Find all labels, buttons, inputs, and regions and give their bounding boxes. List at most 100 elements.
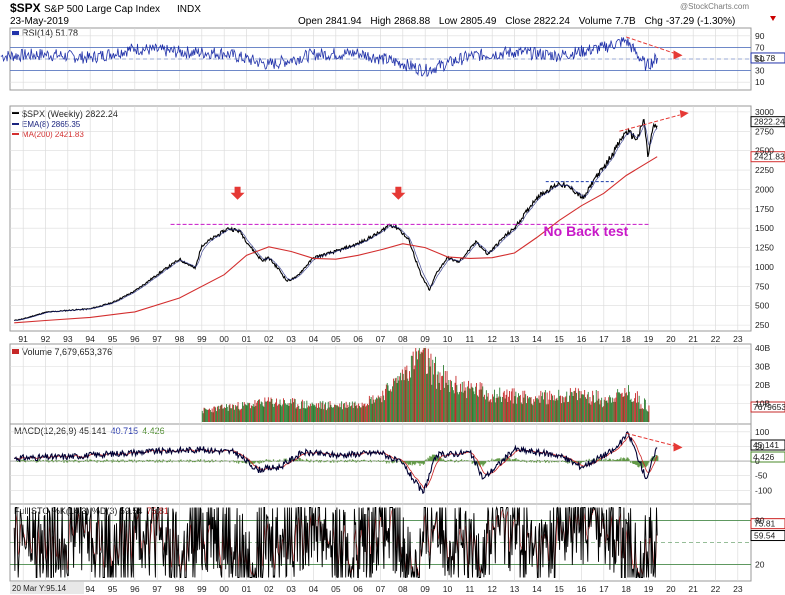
volume-bar <box>343 403 344 422</box>
volume-bar <box>559 396 561 422</box>
volume-bar <box>351 401 353 422</box>
volume-bar <box>370 397 372 422</box>
x-tick-label: 06 <box>353 334 363 344</box>
axis-ticks: 91 92 93 9494959596969797989899990000010102… <box>18 31 774 594</box>
macd-histogram-bar <box>352 460 354 462</box>
macd-histogram-bar <box>535 461 538 463</box>
macd-histogram-bar <box>496 458 498 462</box>
macd-histogram-bar <box>39 459 41 462</box>
macd-histogram-bar <box>25 461 27 463</box>
volume-bar <box>337 406 339 422</box>
macd-histogram-bar <box>252 461 254 465</box>
macd-histogram-bar <box>415 461 417 464</box>
macd-histogram-bar <box>178 461 180 463</box>
volume-bar <box>373 399 375 422</box>
x-tick-label-bottom: 15 <box>554 584 564 594</box>
volume-bar <box>490 399 492 422</box>
arrow-right-icon <box>679 109 689 118</box>
macd-histogram-bar <box>158 460 160 462</box>
volume-bar <box>526 403 527 422</box>
macd-histogram-bar <box>271 461 273 462</box>
macd-histogram-bar <box>392 461 394 464</box>
macd-histogram-bar <box>622 458 624 462</box>
macd-histogram-bar <box>621 460 623 462</box>
volume-bar <box>454 382 456 422</box>
volume-bar <box>472 387 474 422</box>
macd-histogram-bar <box>569 461 571 464</box>
ma200-line <box>14 156 658 324</box>
volume-bar <box>201 410 203 422</box>
macd-histogram-bar <box>277 460 279 462</box>
macd-histogram-bar <box>19 461 21 463</box>
x-tick-label: 19 <box>644 334 654 344</box>
macd-histogram-bar <box>616 459 618 462</box>
sto-series: 75.81 59.54 <box>10 506 785 579</box>
macd-histogram-bar <box>614 459 616 461</box>
volume-bar <box>584 390 586 422</box>
volume-bar <box>493 396 494 422</box>
macd-histogram-bar <box>286 459 288 461</box>
volume-bar <box>226 406 228 422</box>
volume-bar <box>384 400 385 422</box>
volume-bar <box>317 407 318 422</box>
volume-bar <box>344 407 346 422</box>
macd-histogram-bar <box>190 460 192 462</box>
macd-histogram-bar <box>512 459 514 462</box>
macd-histogram-bar <box>477 461 479 464</box>
volume-bar <box>248 403 250 422</box>
macd-histogram-bar <box>488 461 490 463</box>
volume-bar <box>372 395 374 422</box>
volume-bar <box>498 396 500 422</box>
volume-bar <box>511 388 513 422</box>
macd-histogram-bar <box>411 461 413 466</box>
volume-bar <box>552 400 554 422</box>
macd-histogram-bar <box>291 458 293 462</box>
signal-value-box <box>750 451 785 463</box>
volume-bars: 7679653 <box>201 348 785 423</box>
volume-bar <box>527 395 528 422</box>
volume-bar <box>628 385 629 422</box>
volume-bar <box>604 397 606 422</box>
macd-histogram-bar <box>62 460 64 461</box>
volume-value-box <box>750 401 785 413</box>
volume-bar <box>440 390 442 422</box>
volume-bar <box>397 376 399 422</box>
macd-histogram-bar <box>225 460 227 462</box>
volume-bar <box>338 407 340 422</box>
volume-bar <box>252 404 254 422</box>
volume-bar <box>634 398 636 422</box>
volume-bar <box>595 390 597 422</box>
volume-bar <box>572 396 574 422</box>
chevron-down-icon[interactable] <box>770 16 776 21</box>
macd-histogram-bar <box>620 457 622 461</box>
volume-bar <box>292 398 293 422</box>
volume-bar <box>259 399 260 422</box>
macd-histogram-bar <box>22 459 24 462</box>
volume-bar <box>368 395 370 422</box>
volume-bar <box>313 405 315 422</box>
volume-bar <box>235 406 237 422</box>
macd-histogram-bar <box>37 461 39 463</box>
volume-bar <box>301 401 302 422</box>
x-tick-label-bottom: 11 <box>465 584 474 594</box>
macd-histogram-bar <box>330 461 332 463</box>
macd-histogram-bar <box>409 461 411 464</box>
macd-histogram-bar <box>539 461 541 463</box>
macd-histogram-bar <box>313 461 315 462</box>
macd-histogram-bar <box>613 460 615 461</box>
volume-bar <box>544 390 546 422</box>
macd-series: 45.141 4.426 <box>10 431 785 495</box>
macd-histogram-bar <box>597 458 599 462</box>
macd-histogram-bar <box>325 461 327 463</box>
volume-bar <box>242 402 243 422</box>
macd-histogram-bar <box>57 460 59 462</box>
macd-histogram-bar <box>152 460 154 461</box>
volume-bar <box>452 387 453 422</box>
volume-bar <box>402 373 404 422</box>
macd-histogram-bar <box>336 461 338 463</box>
volume-bar <box>304 408 306 422</box>
volume-bar <box>399 376 401 422</box>
volume-bar <box>482 386 484 422</box>
macd-histogram-bar <box>634 461 636 465</box>
volume-bar <box>339 403 341 422</box>
